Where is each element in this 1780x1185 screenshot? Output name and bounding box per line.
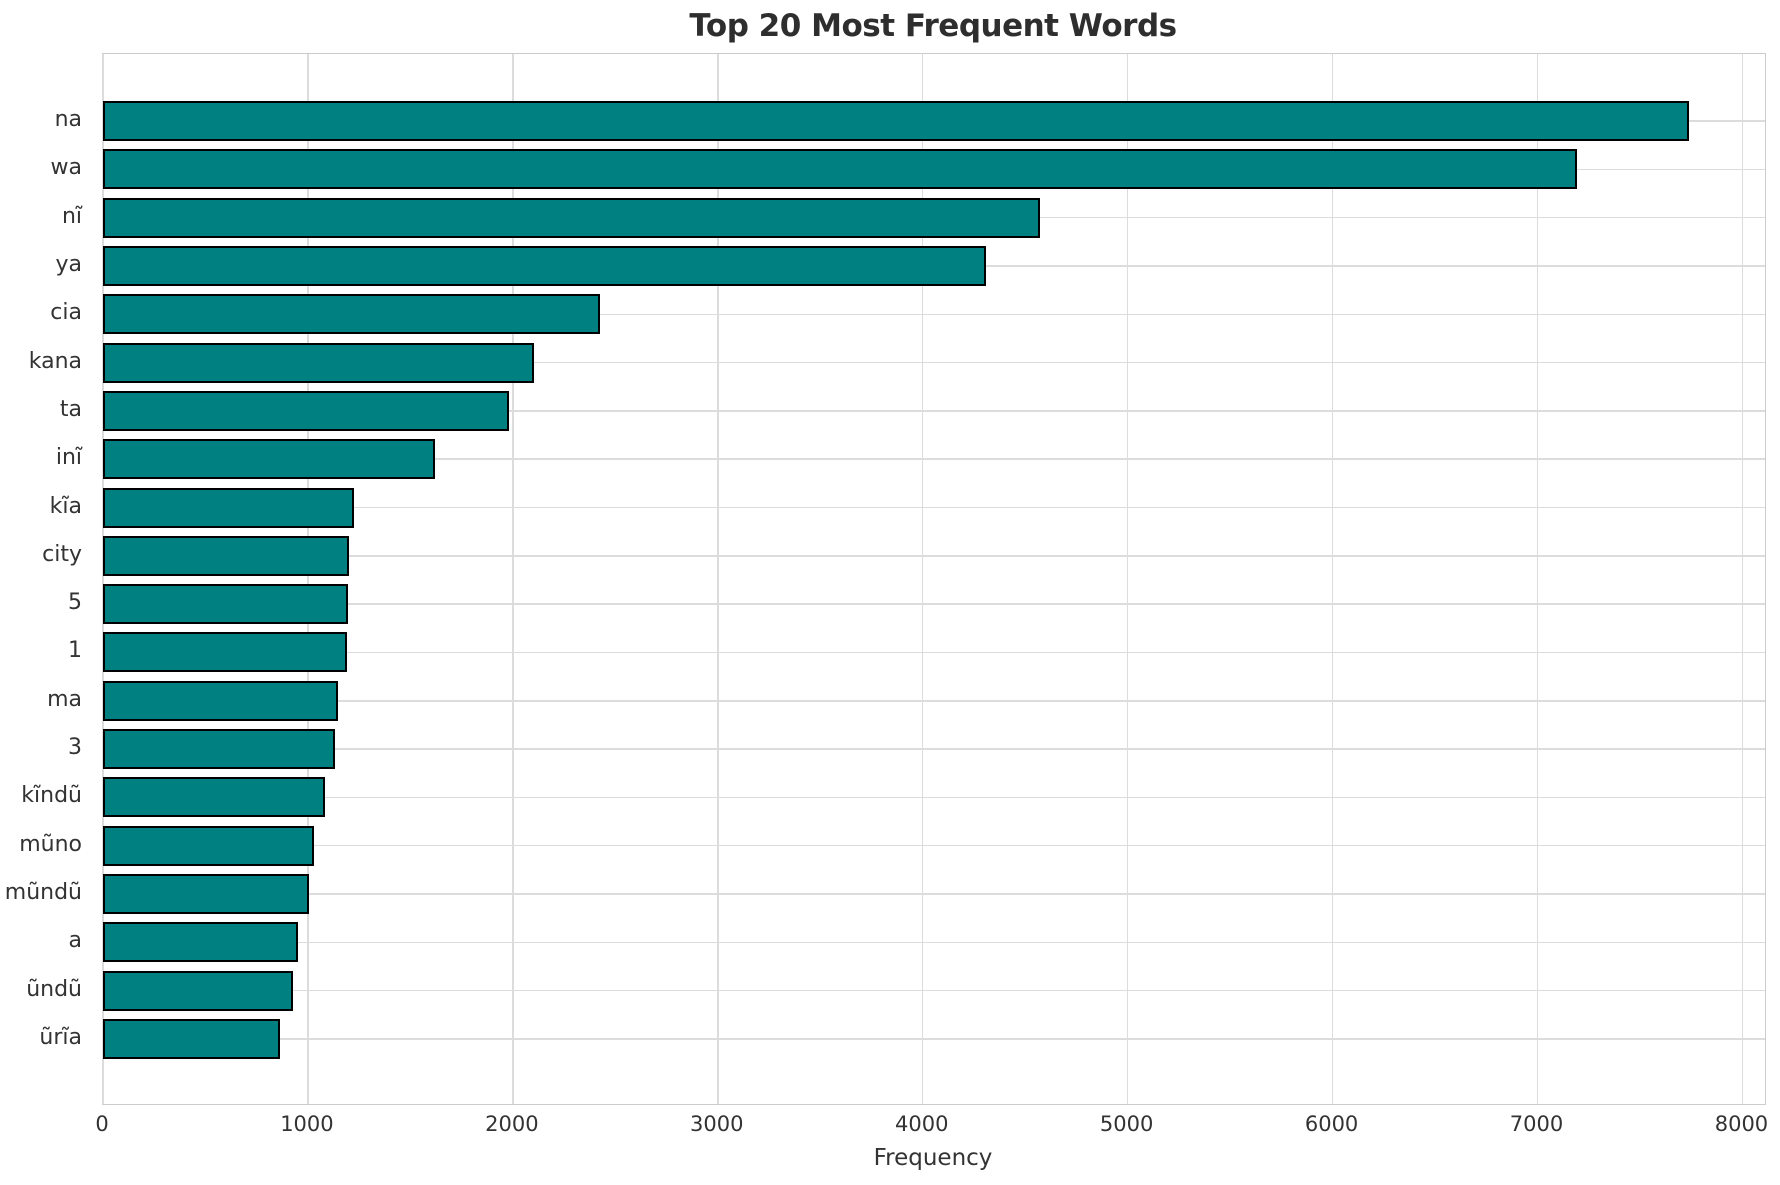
y-gridline: [103, 603, 1765, 605]
y-gridline: [103, 651, 1765, 654]
x-gridline: [1741, 54, 1744, 1104]
x-tick-label: 8000: [1714, 1112, 1769, 1136]
chart-title: Top 20 Most Frequent Words: [689, 8, 1177, 44]
y-tick-label: ũrĩa: [39, 1025, 82, 1050]
y-tick-label: ũndũ: [26, 976, 82, 1002]
y-tick-label: kĩndũ: [21, 783, 82, 809]
x-gridline: [307, 54, 309, 1104]
x-tick-label: 0: [95, 1112, 109, 1136]
y-tick-label: inĩ: [55, 445, 82, 471]
y-tick-label: ma: [47, 686, 82, 712]
x-tick-label: 2000: [485, 1112, 539, 1136]
y-tick-label: mũndũ: [4, 880, 82, 906]
y-tick-label: 3: [68, 735, 82, 761]
x-tick-label: 3000: [690, 1112, 744, 1136]
x-tick-label: 1000: [280, 1112, 334, 1136]
y-gridline: [103, 458, 1765, 460]
x-gridline: [1536, 54, 1539, 1104]
bar-city: [103, 535, 349, 576]
x-axis-title: Frequency: [873, 1145, 993, 1171]
y-gridline: [103, 941, 1765, 944]
y-tick-label: 1: [68, 638, 82, 664]
y-gridline: [103, 844, 1765, 847]
bar-cia: [103, 294, 600, 335]
bar-ũndũ: [103, 970, 293, 1011]
y-tick-label: nĩ: [61, 203, 82, 229]
x-tick-label: 6000: [1304, 1112, 1359, 1136]
y-tick-label: cia: [50, 300, 82, 326]
bar-mũno: [103, 825, 315, 866]
bar-na: [103, 101, 1690, 141]
bar-a: [103, 922, 298, 963]
bar-wa: [103, 149, 1578, 190]
bar-kĩa: [103, 487, 355, 528]
bar-5: [103, 584, 348, 625]
y-tick-label: city: [42, 541, 82, 567]
y-gridline: [103, 506, 1765, 509]
y-gridline: [103, 796, 1765, 799]
y-tick-label: wa: [50, 155, 82, 181]
x-tick-label: 7000: [1509, 1112, 1564, 1136]
y-tick-label: 5: [68, 590, 82, 616]
bar-3: [103, 729, 335, 770]
x-gridline: [102, 54, 104, 1104]
y-tick-label: mũno: [19, 831, 82, 857]
bar-ma: [103, 680, 338, 721]
bar-kĩndũ: [103, 777, 326, 818]
y-gridline: [103, 893, 1765, 895]
y-gridline: [103, 361, 1765, 364]
y-gridline: [103, 700, 1765, 702]
x-gridline: [1331, 54, 1334, 1104]
y-axis-labels: na wa nĩ ya cia kana ta inĩ kĩa city 5 1 ma 3 kĩndũ mũn…: [0, 53, 92, 1103]
y-tick-label: na: [54, 107, 82, 132]
x-gridline: [921, 54, 924, 1104]
y-gridline: [103, 748, 1765, 750]
y-tick-label: ta: [59, 396, 82, 422]
bar-kana: [103, 342, 535, 383]
y-tick-label: ya: [55, 251, 82, 277]
y-tick-label: kĩa: [49, 493, 82, 519]
y-gridline: [103, 410, 1765, 412]
y-gridline: [103, 1038, 1765, 1040]
bar-nĩ: [103, 197, 1040, 238]
x-gridline: [717, 54, 719, 1104]
y-gridline: [103, 555, 1765, 557]
y-gridline: [103, 313, 1765, 315]
bar-1: [103, 632, 347, 673]
y-gridline: [103, 989, 1765, 992]
bar-ta: [103, 390, 509, 431]
bar-ũrĩa: [103, 1019, 281, 1059]
bar-mũndũ: [103, 874, 309, 915]
x-gridline: [512, 54, 514, 1104]
x-gridline: [1126, 54, 1129, 1104]
y-tick-label: a: [68, 928, 82, 954]
plot-area: [102, 53, 1766, 1105]
bar-ya: [103, 245, 987, 286]
y-tick-label: kana: [28, 348, 82, 374]
bar-inĩ: [103, 439, 435, 480]
x-tick-label: 5000: [1099, 1112, 1154, 1136]
x-tick-label: 4000: [894, 1112, 949, 1136]
